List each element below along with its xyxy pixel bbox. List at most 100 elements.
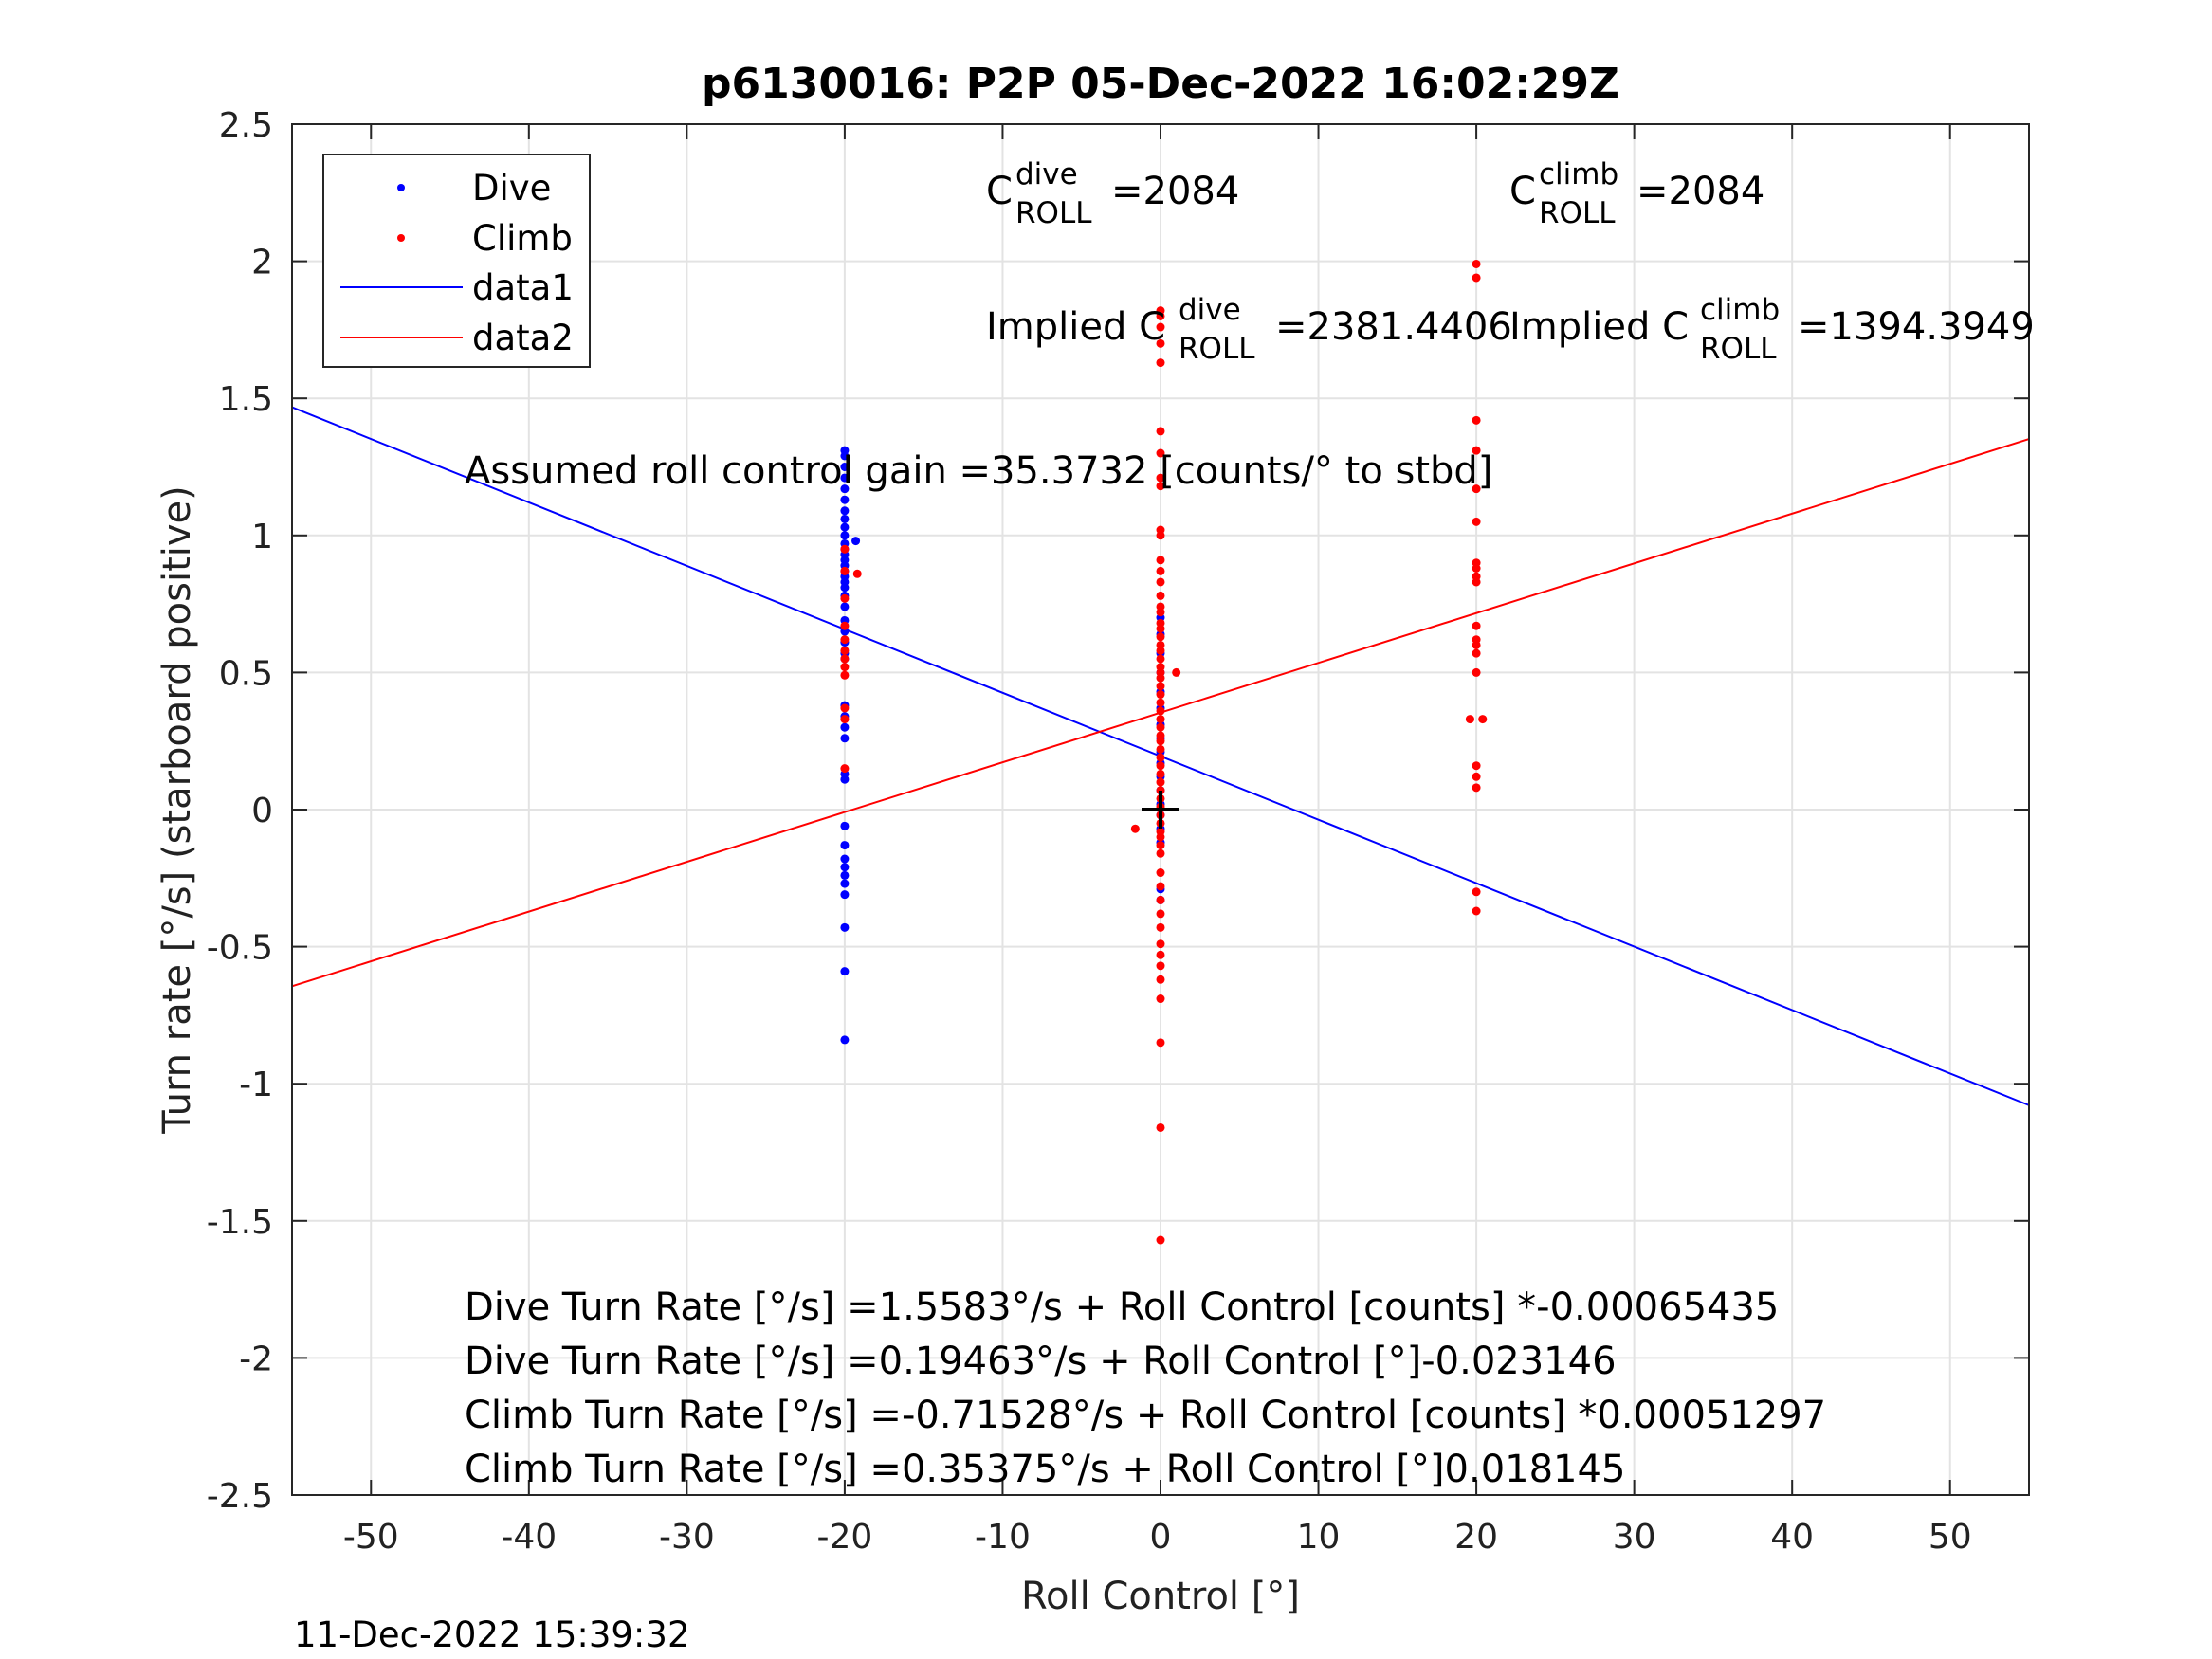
equation-climb-degrees: Climb Turn Rate [°/s] =0.35375°/s + Roll… (465, 1448, 1625, 1491)
c-roll-dive-sub: ROLL (1015, 196, 1092, 230)
dive-point (840, 821, 850, 830)
climb-point (1156, 632, 1165, 642)
y-tick-label: -2.5 (207, 1477, 273, 1516)
implied-dive-sup: dive (1179, 293, 1241, 327)
c-roll-dive-value: =2084 (1111, 170, 1239, 213)
y-tick-label: 1 (251, 518, 273, 556)
climb-point (1472, 259, 1481, 268)
dive-point (840, 463, 850, 471)
climb-point (1156, 786, 1165, 795)
climb-point (1156, 868, 1165, 878)
climb-point (840, 715, 850, 724)
climb-point (1156, 961, 1165, 971)
climb-point (1156, 737, 1165, 746)
climb-point (1472, 564, 1481, 574)
legend-dive-label: Dive (472, 168, 551, 209)
origin-crosshair (1142, 791, 1179, 829)
climb-point (840, 566, 850, 575)
climb-point (1156, 322, 1165, 332)
dive-point (840, 514, 850, 523)
dive-point (840, 967, 850, 976)
implied-climb-value: =1394.3949 (1798, 305, 2035, 349)
climb-point (1156, 777, 1165, 787)
climb-point (1156, 358, 1165, 368)
climb-point (1472, 577, 1481, 587)
climb-point (1156, 939, 1165, 949)
legend-data1-label: data1 (472, 267, 574, 308)
dive-point (840, 841, 850, 850)
equation-dive-degrees: Dive Turn Rate [°/s] =0.19463°/s + Roll … (465, 1340, 1617, 1383)
climb-point (1156, 975, 1165, 984)
climb-point (1156, 531, 1165, 540)
dive-point (840, 1035, 850, 1045)
climb-point (1472, 415, 1481, 425)
dive-point (851, 537, 861, 546)
y-tick-label: -2 (239, 1340, 273, 1378)
dive-point (840, 495, 850, 504)
dive-point (840, 775, 850, 784)
climb-point (1472, 640, 1481, 649)
equation-climb-counts: Climb Turn Rate [°/s] =-0.71528°/s + Rol… (465, 1394, 1826, 1437)
climb-point (1472, 772, 1481, 781)
climb-point (840, 593, 850, 603)
legend-dive-marker (397, 184, 405, 191)
x-tick-label: 0 (1150, 1518, 1172, 1557)
legend-data2-label: data2 (472, 318, 574, 358)
x-tick-label: 50 (1929, 1518, 1972, 1557)
dive-point (840, 870, 850, 880)
roll-gain-annotation: Assumed roll control gain =35.3732 [coun… (465, 449, 1492, 493)
climb-point (1472, 517, 1481, 526)
implied-c-roll-dive-annotation: Implied C dive ROLL =2381.4406 (986, 293, 1512, 366)
climb-point (840, 544, 850, 554)
climb-point (1156, 848, 1165, 858)
implied-climb-sup: climb (1700, 293, 1780, 327)
y-tick-label: 2 (251, 244, 273, 283)
climb-point (1156, 922, 1165, 932)
dive-point (840, 473, 850, 483)
climb-point (1156, 950, 1165, 959)
climb-point (1156, 1235, 1165, 1245)
climb-point (1156, 722, 1165, 732)
climb-point (840, 764, 850, 774)
climb-point (1156, 577, 1165, 587)
c-roll-climb-sub: ROLL (1539, 196, 1616, 230)
dive-point (840, 890, 850, 900)
dive-point (840, 451, 850, 461)
c-roll-climb-value: =2084 (1636, 170, 1764, 213)
y-tick-label: 1.5 (219, 380, 273, 419)
climb-point (1156, 832, 1165, 842)
implied-climb-sub: ROLL (1700, 332, 1777, 366)
climb-point (1172, 667, 1181, 677)
implied-climb-base: Implied C (1509, 305, 1689, 349)
c-roll-dive-sup: dive (1015, 157, 1078, 191)
footer-timestamp: 11-Dec-2022 15:39:32 (294, 1614, 689, 1655)
y-tick-label: -1 (239, 1066, 273, 1104)
climb-point (1465, 715, 1474, 724)
climb-point (1156, 682, 1165, 691)
climb-point (1156, 448, 1165, 458)
x-tick-label: -30 (659, 1518, 715, 1557)
implied-dive-base: Implied C (986, 305, 1165, 349)
climb-point (1472, 621, 1481, 630)
x-tick-label: 10 (1297, 1518, 1341, 1557)
dive-point (840, 602, 850, 611)
scatter-points (840, 259, 1488, 1245)
dive-point (840, 506, 850, 516)
climb-point (1472, 887, 1481, 897)
climb-point (1130, 824, 1140, 833)
climb-point (840, 621, 850, 630)
climb-point (1156, 761, 1165, 771)
x-tick-label: -20 (817, 1518, 873, 1557)
x-tick-label: -10 (975, 1518, 1031, 1557)
legend: Dive Climb data1 data2 (322, 154, 591, 368)
dive-point (840, 922, 850, 932)
climb-point (852, 569, 862, 578)
climb-point (1478, 715, 1488, 724)
climb-point (1156, 744, 1165, 754)
climb-point (1156, 753, 1165, 762)
y-tick-label: 2.5 (219, 106, 273, 145)
climb-point (1156, 769, 1165, 778)
climb-point (1156, 698, 1165, 707)
c-roll-climb-base: C (1509, 170, 1536, 213)
